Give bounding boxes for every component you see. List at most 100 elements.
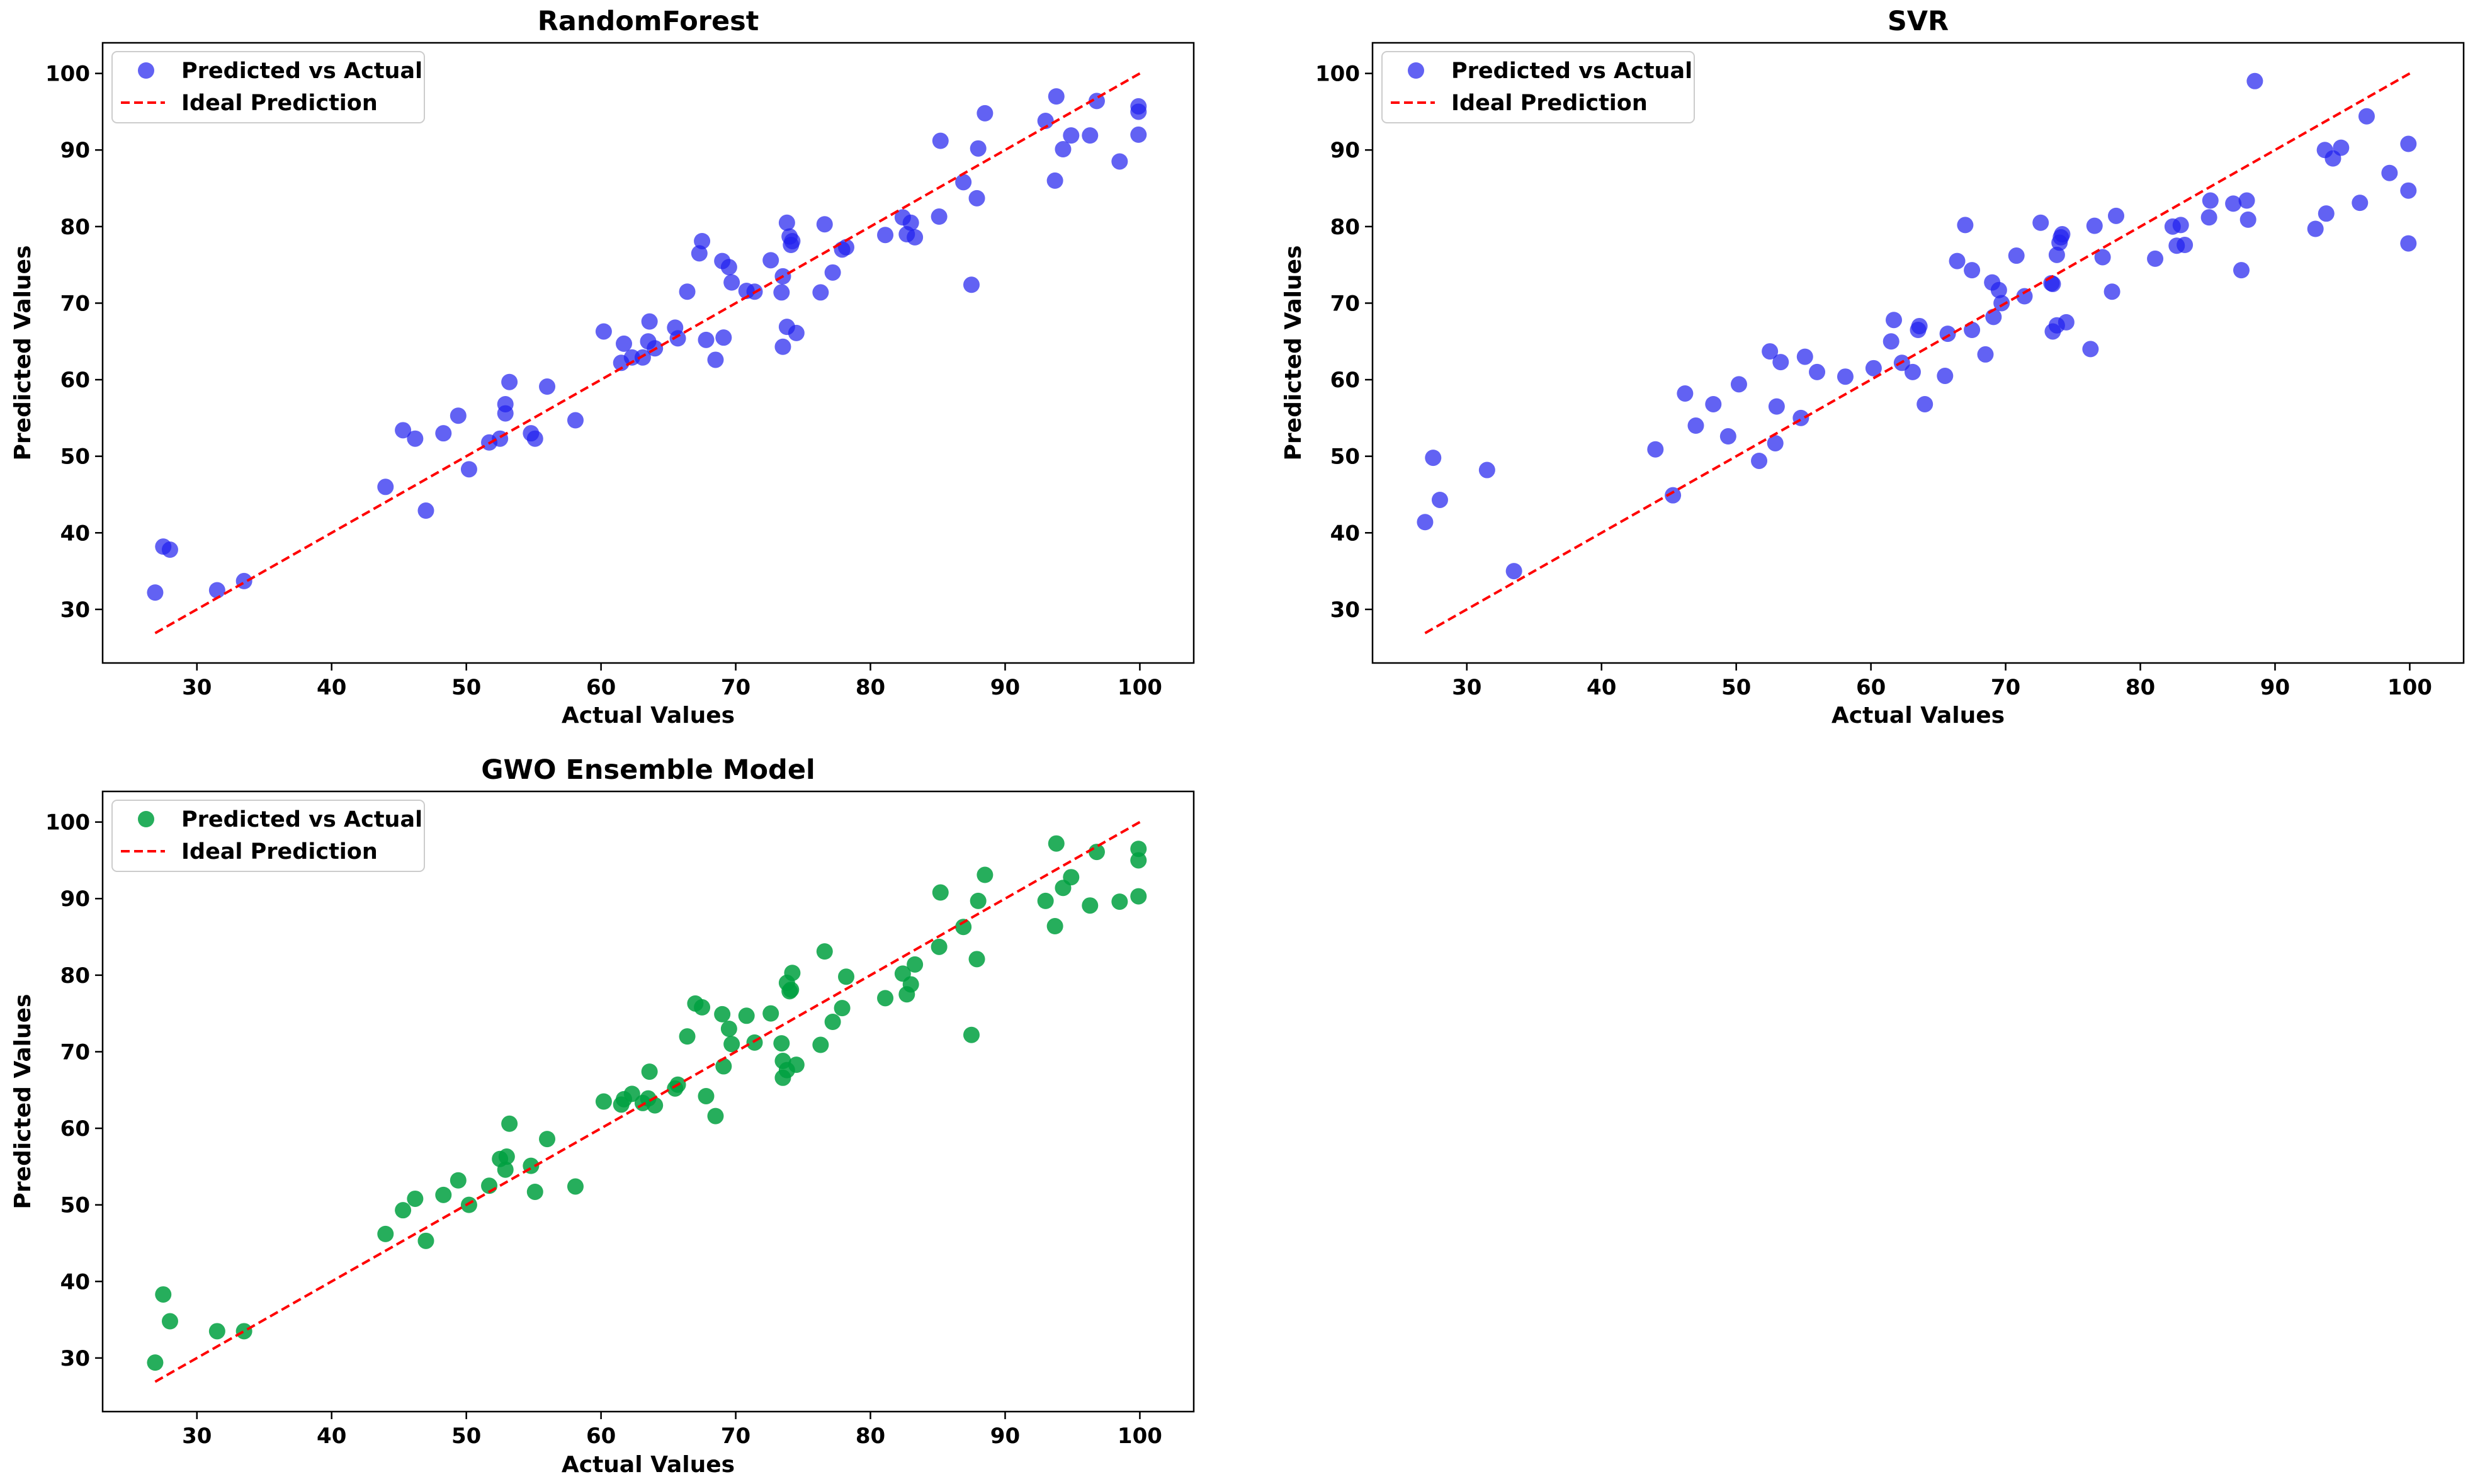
data-point xyxy=(539,1131,556,1148)
chart-title: GWO Ensemble Model xyxy=(481,754,815,786)
data-point xyxy=(460,461,477,478)
x-tick-label: 60 xyxy=(1856,675,1886,700)
x-tick-label: 60 xyxy=(586,675,616,700)
x-axis-label: Actual Values xyxy=(1832,703,2005,728)
y-tick-label: 90 xyxy=(60,886,90,912)
data-point xyxy=(1957,217,1974,234)
data-point xyxy=(955,919,972,936)
data-point xyxy=(1772,354,1789,371)
data-point xyxy=(1048,88,1065,105)
data-point xyxy=(1417,514,1434,531)
data-point xyxy=(1130,103,1147,120)
data-point xyxy=(161,1313,178,1330)
data-point xyxy=(762,1005,779,1022)
legend-box xyxy=(1381,51,1695,123)
y-tick-label: 50 xyxy=(1330,445,1360,470)
data-point xyxy=(2108,207,2125,224)
data-point xyxy=(784,965,801,982)
data-point xyxy=(615,335,632,352)
x-axis-label: Actual Values xyxy=(562,703,735,728)
data-point xyxy=(497,1161,514,1178)
ideal-prediction-line xyxy=(1424,72,2411,635)
data-point xyxy=(694,232,711,249)
x-tick-label: 70 xyxy=(721,675,750,700)
x-tick-label: 40 xyxy=(1587,675,1616,700)
x-tick-label: 100 xyxy=(1118,675,1162,700)
data-point xyxy=(2082,341,2099,358)
x-axis-label: Actual Values xyxy=(562,1452,735,1478)
data-point xyxy=(208,1323,225,1340)
data-point xyxy=(788,324,805,341)
data-point xyxy=(679,283,696,300)
x-tick-label: 80 xyxy=(856,1424,885,1449)
data-point xyxy=(1768,398,1785,415)
y-tick-label: 30 xyxy=(60,1346,90,1371)
data-point xyxy=(1937,367,1954,384)
data-point xyxy=(707,1107,724,1124)
y-tick-label: 100 xyxy=(45,62,90,87)
data-point xyxy=(1767,434,1784,451)
legend-label-predicted-vs-actual: Predicted vs Actual xyxy=(181,59,422,84)
y-tick-label: 40 xyxy=(1330,521,1360,546)
legend: Predicted vs Actual Ideal Prediction xyxy=(111,800,425,872)
legend-marker-predicted-vs-actual xyxy=(1408,62,1424,79)
data-point xyxy=(1055,141,1072,158)
panel-svr: SVR 30 40 50 60 70 80 90 100 30405060708090100 … xyxy=(1281,6,2465,728)
data-point xyxy=(932,132,949,149)
data-point xyxy=(746,1034,763,1051)
data-point xyxy=(1046,918,1063,935)
data-point xyxy=(968,190,985,207)
x-axis: 30 40 50 60 70 80 90 100 xyxy=(1452,663,2432,700)
plot-area xyxy=(1417,72,2417,635)
data-point xyxy=(955,174,972,191)
x-tick-label: 100 xyxy=(2387,675,2432,700)
data-point xyxy=(977,866,994,883)
data-point xyxy=(2202,192,2219,209)
data-point xyxy=(1939,326,1956,343)
ideal-prediction-line xyxy=(154,72,1141,635)
y-axis-label: Predicted Values xyxy=(10,246,36,461)
y-tick-label: 40 xyxy=(60,1269,90,1294)
data-point xyxy=(1904,363,1921,380)
panel-randomforest: RandomForest 30 40 50 60 70 80 90 100 30 40 50 60 7… xyxy=(10,6,1195,728)
data-point xyxy=(1082,897,1099,914)
data-point xyxy=(2054,226,2071,243)
data-point xyxy=(161,541,178,558)
y-axis-label: Predicted Values xyxy=(10,994,36,1209)
data-point xyxy=(788,1056,805,1073)
data-point xyxy=(783,981,800,998)
data-point xyxy=(774,338,791,355)
data-point xyxy=(679,1028,696,1045)
data-point xyxy=(931,208,948,225)
data-point xyxy=(1977,346,1994,363)
data-point xyxy=(698,1087,715,1104)
data-point xyxy=(435,1186,452,1203)
data-point xyxy=(155,1286,172,1303)
data-point xyxy=(2246,72,2263,89)
y-tick-label: 40 xyxy=(60,521,90,546)
y-tick-label: 90 xyxy=(60,138,90,163)
y-axis: 30 40 50 60 70 80 90 100 xyxy=(45,62,103,623)
legend-box xyxy=(111,51,425,123)
data-point xyxy=(2225,195,2242,212)
x-tick-label: 60 xyxy=(586,1424,616,1449)
data-point xyxy=(2381,164,2398,181)
data-point xyxy=(2016,288,2033,305)
data-point xyxy=(1865,360,1882,377)
x-tick-label: 50 xyxy=(451,1424,481,1449)
data-point xyxy=(834,1000,851,1017)
x-tick-label: 30 xyxy=(182,1424,212,1449)
plot-frame xyxy=(101,42,1195,664)
data-point xyxy=(1677,385,1694,402)
legend-box xyxy=(111,800,425,872)
data-point xyxy=(2307,220,2324,237)
data-point xyxy=(738,1007,755,1024)
legend-label-predicted-vs-actual: Predicted vs Actual xyxy=(1451,59,1692,84)
data-point xyxy=(877,227,894,244)
data-point xyxy=(1917,395,1934,412)
data-point xyxy=(902,214,919,231)
y-tick-label: 50 xyxy=(60,445,90,470)
data-point xyxy=(2177,237,2194,254)
data-point xyxy=(2400,235,2417,252)
